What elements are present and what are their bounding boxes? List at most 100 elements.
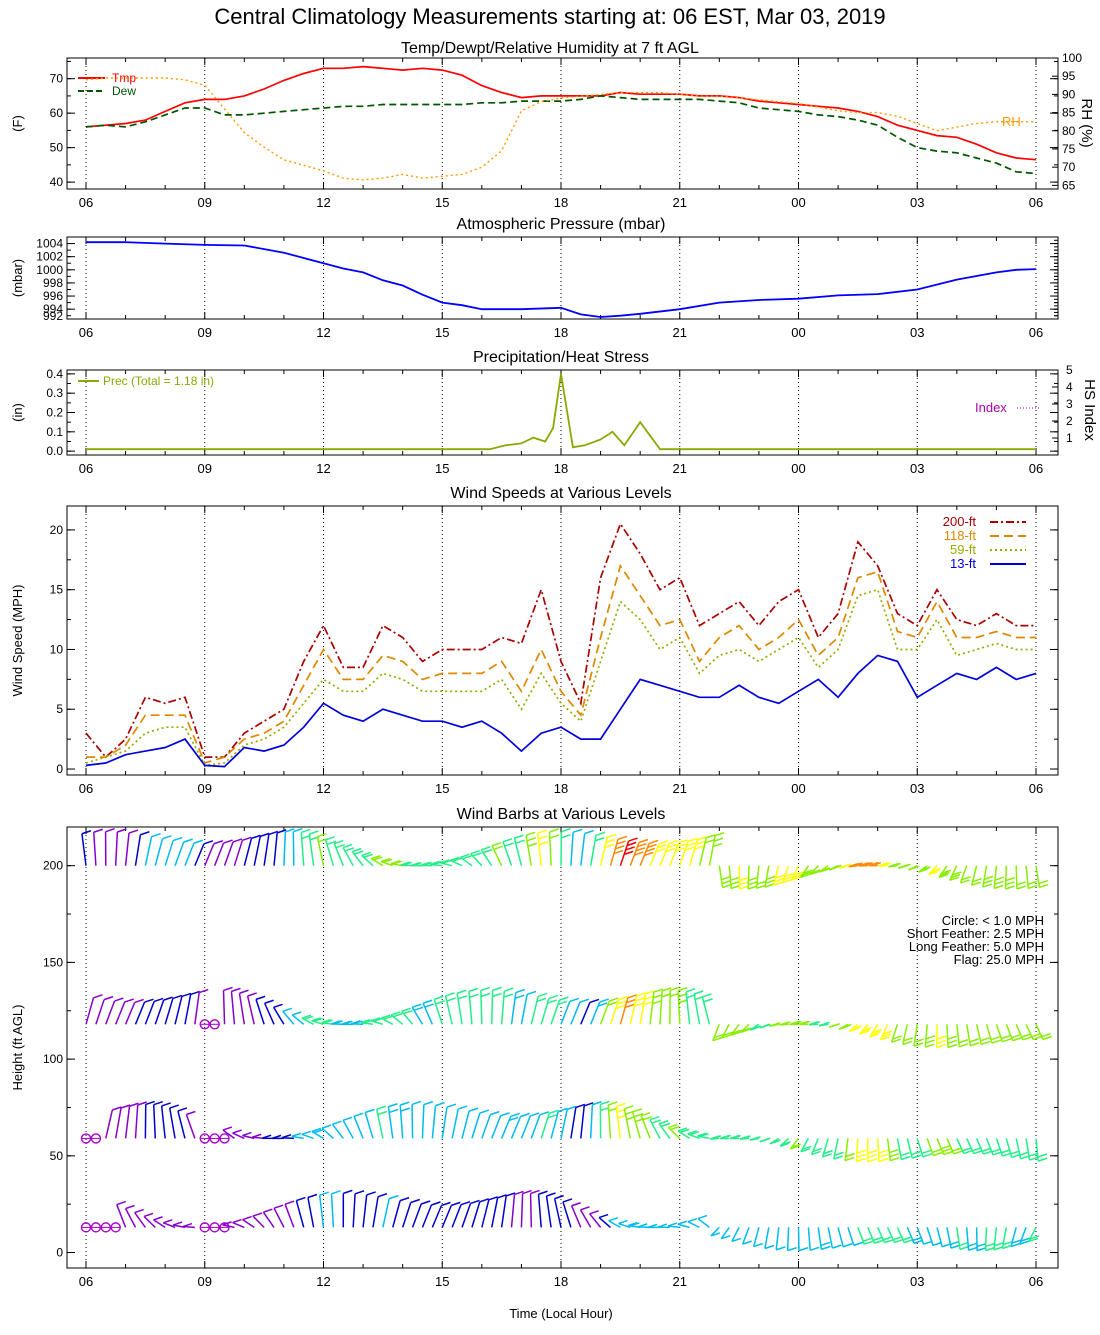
wind-ytick-label: 10 (50, 642, 64, 656)
wind-barb-feather (775, 874, 785, 879)
wind-barb-feather (697, 1214, 708, 1220)
wind-barb-feather (648, 839, 659, 845)
wind-barb-staff (144, 1001, 155, 1025)
wind-barb-staff (537, 1194, 542, 1228)
wind-barb-feather (637, 842, 647, 848)
wind-barb-staff (550, 1111, 560, 1139)
wind-barb-feather (615, 1004, 625, 1010)
wind-barb-staff (560, 1109, 568, 1139)
wind-barb-feather (575, 1103, 586, 1109)
temp-xtick-label: 03 (910, 195, 924, 210)
wind-barb-staff (589, 835, 597, 866)
wind-barb-feather (784, 872, 794, 878)
wind-barb-feather (853, 1241, 864, 1247)
precip-xtick-label: 21 (673, 461, 687, 476)
wind-barb-staff (144, 836, 153, 866)
wind-barb-feather (950, 1244, 961, 1249)
wind-barb-staff (985, 1024, 993, 1044)
wind-barb-feather (203, 840, 214, 845)
wind-barb-feather (902, 1040, 912, 1046)
wind-barb-feather (480, 846, 491, 851)
wind-barb-feather (562, 1198, 573, 1203)
wind-barb-feather (713, 837, 724, 842)
wind-barb-staff (570, 832, 574, 866)
temp-xtick-label: 06 (79, 195, 93, 210)
wind-barb-feather (293, 828, 303, 833)
wind-xtick-label: 00 (791, 781, 805, 796)
barbs-xtick-label: 18 (554, 1274, 568, 1289)
wind-barb-staff (364, 1112, 374, 1139)
wind-barb-staff (677, 1130, 691, 1140)
wind-barb-feather (491, 842, 502, 847)
wind-barb-feather (644, 995, 654, 1001)
wind-barb-staff (890, 1024, 899, 1043)
wind-barb-feather (994, 880, 1004, 886)
wind-barb-staff (105, 1109, 114, 1139)
wind-barb-feather (668, 1123, 678, 1129)
pressure-xtick-label: 12 (316, 325, 330, 340)
wind-barb-staff (502, 841, 513, 866)
wind-barb-feather (223, 986, 233, 992)
wind-barb-staff (273, 832, 278, 866)
precip-y2tick-label: 5 (1066, 363, 1073, 377)
wind-barb-staff (134, 1001, 146, 1025)
temp-xtick-label: 06 (1029, 195, 1043, 210)
precip-ylabel: (in) (10, 403, 25, 422)
wind-barb-feather (1038, 879, 1048, 885)
barb-key-line: Long Feather: 5.0 MPH (909, 939, 1044, 954)
wind-barb-feather (890, 1156, 900, 1162)
wind-barb-feather (938, 873, 949, 879)
wind-barb-feather (232, 1218, 242, 1224)
wind-barb-feather (800, 1148, 811, 1153)
wind-barb-feather (1022, 1036, 1033, 1041)
wind-barb-feather (181, 992, 192, 998)
wind-barb-feather (572, 828, 583, 833)
wind-barb-feather (894, 1238, 904, 1244)
temp-y2tick-label: 70 (1062, 160, 1076, 174)
wind-series-13-ft (85, 654, 1037, 768)
wind-barb-feather (667, 1222, 678, 1227)
wind-barb-staff (351, 851, 364, 867)
wind-barb-staff (730, 1023, 740, 1036)
wind-barb-feather (811, 869, 821, 874)
wind-barb-feather (947, 1039, 958, 1045)
wind-barb-feather (901, 863, 911, 868)
wind-barb-feather (538, 1190, 548, 1195)
wind-barb-staff (786, 1227, 790, 1251)
wind-barb-feather (811, 1150, 821, 1156)
wind-barb-feather (424, 1003, 434, 1008)
wind-barb-feather (712, 1036, 723, 1042)
pressure-series (86, 241, 1037, 318)
wind-barb-feather (321, 1019, 331, 1024)
wind-barb-staff (562, 1201, 572, 1228)
pressure-ylabel: (mbar) (10, 259, 25, 297)
wind-barb-staff (481, 1199, 490, 1228)
precip-xtick-label: 18 (554, 461, 568, 476)
wind-barb-staff (370, 1020, 384, 1026)
pressure-xtick-label: 00 (791, 325, 805, 340)
wind-barb-feather (633, 1113, 644, 1118)
wind-barb-feather (990, 1035, 1001, 1041)
wind-barb-feather (527, 842, 538, 847)
wind-barb-feather (569, 997, 580, 1003)
wind-barb-feather (884, 1238, 894, 1244)
wind-barb-feather (695, 840, 706, 846)
wind-barb-staff (946, 1024, 949, 1048)
wind-barb-feather (929, 869, 940, 874)
wind-barb-feather (510, 1112, 520, 1118)
wind-barb-feather (950, 873, 961, 879)
wind-barb-feather (1029, 1235, 1040, 1240)
barb-key-line: Short Feather: 2.5 MPH (907, 926, 1044, 941)
wind-barb-feather (597, 1002, 608, 1007)
wind-barb-feather (643, 1001, 653, 1006)
wind-barb-staff (441, 1107, 448, 1139)
wind-barb-staff (1028, 1227, 1037, 1242)
temp-xtick-label: 15 (435, 195, 449, 210)
wind-barb-feather (372, 1017, 383, 1023)
wind-barb-feather (721, 875, 731, 881)
wind-barb-feather (792, 1020, 802, 1026)
wind-barb-staff (213, 842, 225, 866)
wind-barb-feather (630, 1222, 640, 1227)
wind-barb-feather (649, 1115, 660, 1121)
wind-barb-feather (761, 1023, 771, 1028)
